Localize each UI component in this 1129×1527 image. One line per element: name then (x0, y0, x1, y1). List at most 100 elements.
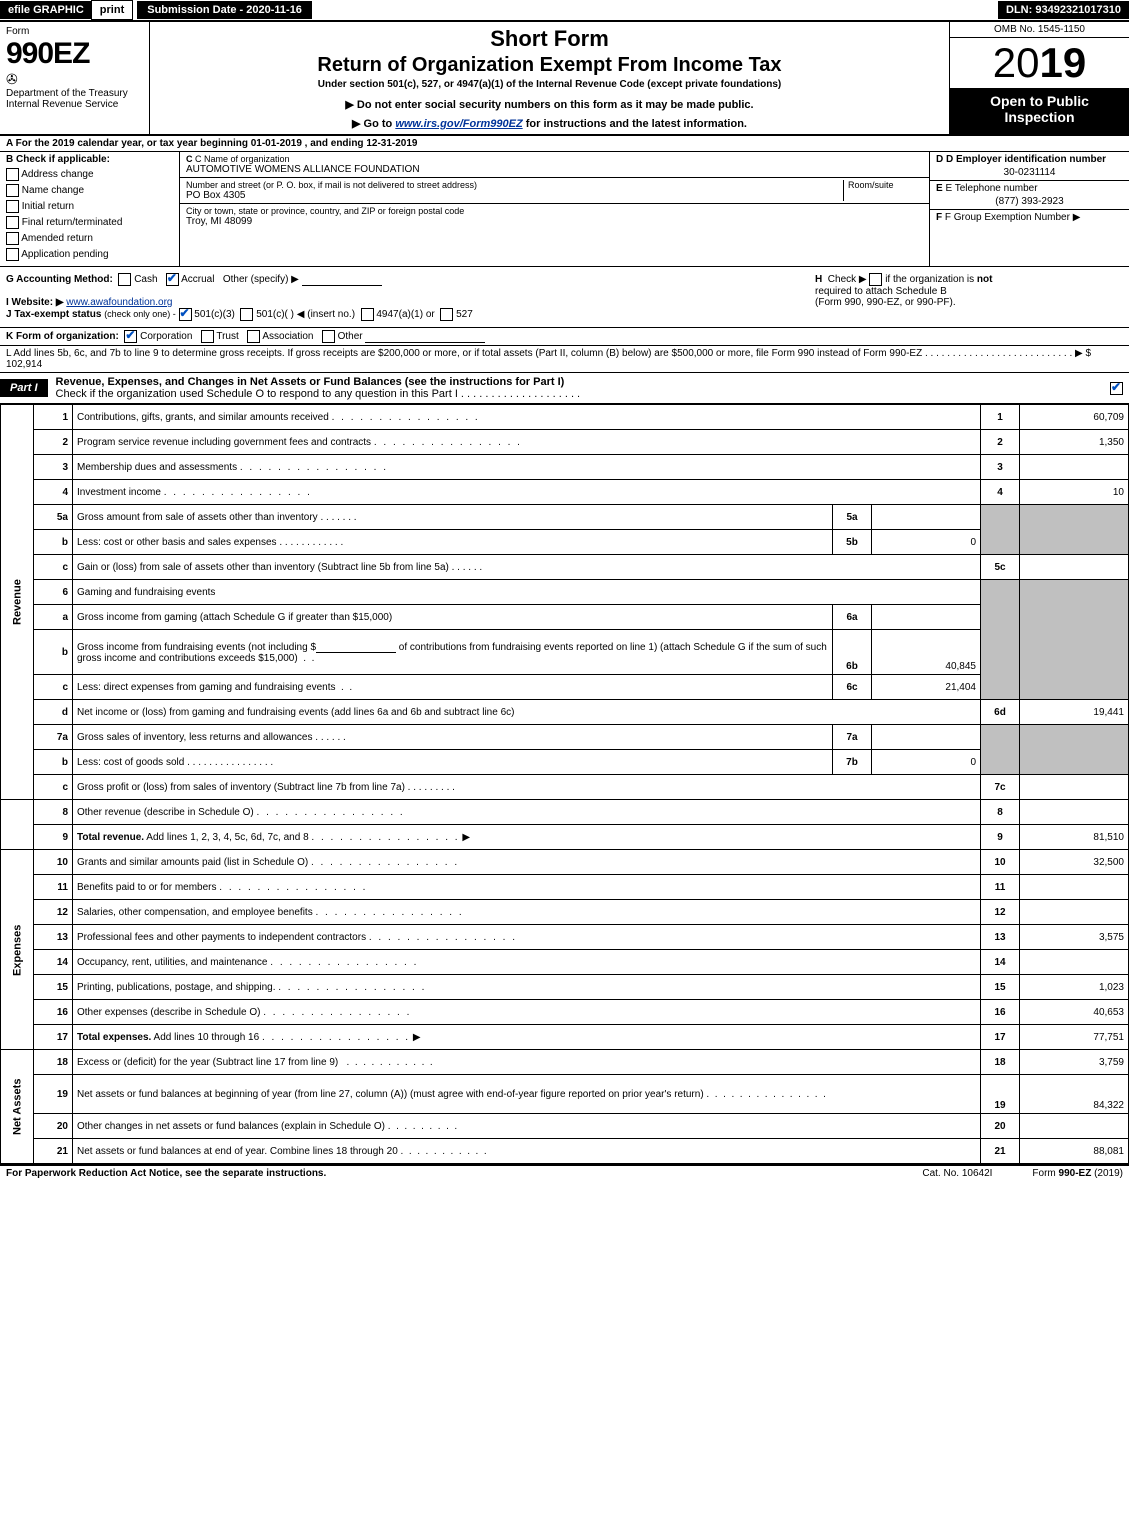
chk-name-change[interactable]: Name change (6, 184, 173, 197)
section-b-label: B Check if applicable: (6, 154, 173, 165)
line-18-num: 18 (34, 1050, 73, 1075)
chk-association[interactable] (247, 330, 260, 343)
line-5a-text: Gross amount from sale of assets other t… (73, 505, 833, 530)
line-13-text: Professional fees and other payments to … (73, 925, 981, 950)
goto-prefix: ▶ Go to (352, 118, 395, 130)
omb-number: OMB No. 1545-1150 (950, 22, 1129, 38)
chk-schedule-o-parti[interactable] (1110, 382, 1129, 395)
line-6b-subamt: 40,845 (872, 630, 981, 675)
form-990ez-page: efile GRAPHIC print Submission Date - 20… (0, 0, 1129, 1181)
line-6b-sub: 6b (833, 630, 872, 675)
tax-year: 2019 (950, 38, 1129, 89)
c-name-label: C C Name of organization (186, 154, 923, 164)
section-c: C C Name of organization AUTOMOTIVE WOME… (180, 152, 929, 266)
line-6d-amt: 19,441 (1020, 700, 1129, 725)
line-7a-subamt (872, 725, 981, 750)
chk-501c3[interactable] (179, 308, 192, 321)
chk-address-change[interactable]: Address change (6, 168, 173, 181)
line-5c-box: 5c (981, 555, 1020, 580)
dln-label: DLN: 93492321017310 (998, 1, 1129, 19)
chk-schedule-b-not-required[interactable] (869, 273, 882, 286)
line-19-text: Net assets or fund balances at beginning… (73, 1075, 981, 1114)
line-7c-amt (1020, 775, 1129, 800)
line-6-text: Gaming and fundraising events (73, 580, 981, 605)
line-17-box: 17 (981, 1025, 1020, 1050)
line-19-box: 19 (981, 1075, 1020, 1114)
submission-date-button[interactable]: Submission Date - 2020-11-16 (137, 1, 312, 19)
line-17-num: 17 (34, 1025, 73, 1050)
line-3-amt (1020, 455, 1129, 480)
print-button[interactable]: print (91, 0, 133, 20)
line-21-num: 21 (34, 1139, 73, 1164)
chk-corporation[interactable] (124, 330, 137, 343)
line-1-text: Contributions, gifts, grants, and simila… (73, 405, 981, 430)
line-1-box: 1 (981, 405, 1020, 430)
org-name: AUTOMOTIVE WOMENS ALLIANCE FOUNDATION (186, 164, 923, 175)
line-5b-num: b (34, 530, 73, 555)
line-13-num: 13 (34, 925, 73, 950)
line-9-num: 9 (34, 825, 73, 850)
line-4-box: 4 (981, 480, 1020, 505)
form-word: Form (6, 26, 143, 37)
gray-5 (981, 505, 1020, 555)
do-not-enter-ssn: ▶ Do not enter social security numbers o… (156, 98, 943, 111)
line-6c-num: c (34, 675, 73, 700)
section-b: B Check if applicable: Address change Na… (0, 152, 180, 266)
line-20-amt (1020, 1114, 1129, 1139)
chk-trust[interactable] (201, 330, 214, 343)
line-16-text: Other expenses (describe in Schedule O) (73, 1000, 981, 1025)
chk-4947[interactable] (361, 308, 374, 321)
chk-accrual[interactable] (166, 273, 179, 286)
line-12-box: 12 (981, 900, 1020, 925)
part-i-label: Part I (0, 379, 48, 397)
row-l: L Add lines 5b, 6c, and 7b to line 9 to … (0, 346, 1129, 373)
chk-application-pending[interactable]: Application pending (6, 248, 173, 261)
line-7a-text: Gross sales of inventory, less returns a… (73, 725, 833, 750)
dept-treasury: Department of the Treasury (6, 88, 143, 99)
chk-final-return[interactable]: Final return/terminated (6, 216, 173, 229)
part-i-table: Revenue 1 Contributions, gifts, grants, … (0, 404, 1129, 1164)
chk-amended-return[interactable]: Amended return (6, 232, 173, 245)
short-form-title: Short Form (156, 26, 943, 52)
chk-cash[interactable] (118, 273, 131, 286)
line-10-num: 10 (34, 850, 73, 875)
line-5b-sub: 5b (833, 530, 872, 555)
row-a-tax-year: A For the 2019 calendar year, or tax yea… (0, 136, 1129, 152)
f-group-exemption: F F Group Exemption Number ▶ (930, 210, 1129, 225)
line-10-text: Grants and similar amounts paid (list in… (73, 850, 981, 875)
line-1-amt: 60,709 (1020, 405, 1129, 430)
org-city: Troy, MI 48099 (186, 216, 923, 227)
section-def: D D Employer identification number 30-02… (929, 152, 1129, 266)
line-7b-text: Less: cost of goods sold . . . . . . . .… (73, 750, 833, 775)
line-3-text: Membership dues and assessments (73, 455, 981, 480)
line-6d-text: Net income or (loss) from gaming and fun… (73, 700, 981, 725)
gray-6-amt (1020, 580, 1129, 700)
line-6b-text: Gross income from fundraising events (no… (73, 630, 833, 675)
chk-527[interactable] (440, 308, 453, 321)
line-12-text: Salaries, other compensation, and employ… (73, 900, 981, 925)
netassets-side-label: Net Assets (1, 1050, 34, 1164)
efile-button[interactable]: efile GRAPHIC (0, 1, 92, 19)
goto-instructions: ▶ Go to www.irs.gov/Form990EZ for instru… (156, 117, 943, 130)
website-link[interactable]: www.awafoundation.org (66, 297, 172, 308)
form-footer-id: Form 990-EZ (2019) (1032, 1168, 1123, 1179)
irs-seal-icon: ✇ (6, 71, 143, 88)
gray-7 (981, 725, 1020, 775)
g-accounting-method: G Accounting Method: Cash Accrual Other … (0, 267, 809, 327)
line-7b-num: b (34, 750, 73, 775)
chk-501c[interactable] (240, 308, 253, 321)
chk-initial-return[interactable]: Initial return (6, 200, 173, 213)
line-20-num: 20 (34, 1114, 73, 1139)
goto-link[interactable]: www.irs.gov/Form990EZ (395, 118, 522, 130)
line-16-num: 16 (34, 1000, 73, 1025)
chk-other-org[interactable] (322, 330, 335, 343)
line-17-text: Total expenses. Add lines 10 through 16 … (73, 1025, 981, 1050)
line-5a-num: 5a (34, 505, 73, 530)
line-7a-sub: 7a (833, 725, 872, 750)
line-2-text: Program service revenue including govern… (73, 430, 981, 455)
line-21-amt: 88,081 (1020, 1139, 1129, 1164)
line-18-amt: 3,759 (1020, 1050, 1129, 1075)
block-bcd: B Check if applicable: Address change Na… (0, 152, 1129, 267)
line-6d-box: 6d (981, 700, 1020, 725)
line-12-num: 12 (34, 900, 73, 925)
